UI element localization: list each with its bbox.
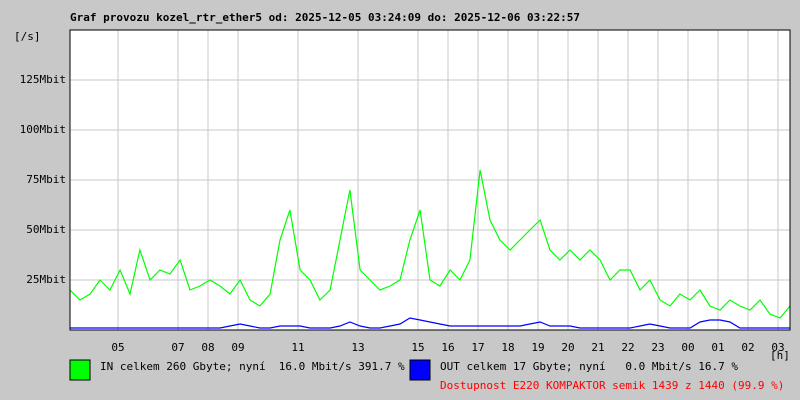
x-axis-label: [h]	[770, 349, 790, 362]
y-tick-label: 125Mbit	[20, 73, 66, 86]
y-tick-label: 50Mbit	[26, 223, 66, 236]
x-tick-label: 18	[501, 341, 514, 354]
series-line	[69, 169, 791, 319]
x-tick-label: 21	[591, 341, 604, 354]
x-tick-label: 19	[531, 341, 544, 354]
y-tick-label: 25Mbit	[26, 273, 66, 286]
x-tick-label: 20	[561, 341, 574, 354]
legend-label: IN celkem 260 Gbyte; nyní 16.0 Mbit/s 39…	[100, 360, 405, 373]
plot-frame	[69, 29, 791, 331]
x-tick-label: 22	[621, 341, 634, 354]
x-tick-label: 08	[201, 341, 214, 354]
x-tick-label: 05	[111, 341, 124, 354]
y-axis-label: [/s]	[14, 30, 41, 43]
chart-title: Graf provozu kozel_rtr_ether5 od: 2025-1…	[70, 11, 580, 24]
x-tick-label: 01	[711, 341, 724, 354]
series-line	[70, 317, 790, 329]
legend-swatch	[409, 359, 431, 381]
legend-swatch	[69, 359, 91, 381]
x-tick-label: 17	[471, 341, 484, 354]
x-tick-label: 16	[441, 341, 454, 354]
x-tick-label: 09	[231, 341, 244, 354]
y-tick-label: 75Mbit	[26, 173, 66, 186]
x-tick-label: 03	[771, 341, 784, 354]
x-tick-label: 00	[681, 341, 694, 354]
x-tick-label: 23	[651, 341, 664, 354]
x-tick-label: 07	[171, 341, 184, 354]
x-tick-label: 11	[291, 341, 304, 354]
x-tick-label: 02	[741, 341, 754, 354]
x-tick-label: 13	[351, 341, 364, 354]
x-tick-label: 15	[411, 341, 424, 354]
availability-note: Dostupnost E220 KOMPAKTOR semik 1439 z 1…	[440, 379, 784, 392]
y-tick-label: 100Mbit	[20, 123, 66, 136]
legend-label: OUT celkem 17 Gbyte; nyní 0.0 Mbit/s 16.…	[440, 360, 738, 373]
